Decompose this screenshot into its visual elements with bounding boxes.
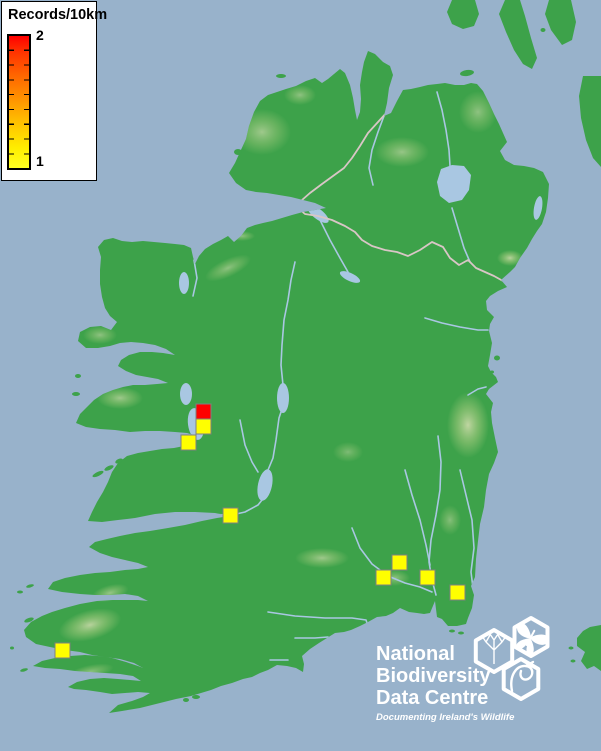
record-square[interactable] [449, 584, 466, 601]
logo-tagline: Documenting Ireland's Wildlife [376, 712, 515, 723]
record-square[interactable] [391, 554, 408, 571]
nbdc-logo: National Biodiversity Data Centre Docume… [376, 643, 514, 723]
ni-border-line [297, 109, 504, 282]
record-square[interactable] [180, 434, 197, 451]
record-square[interactable] [222, 507, 239, 524]
legend: Records/10km 2 1 [1, 1, 107, 181]
legend-title: Records/10km [8, 7, 108, 23]
logo-line-2: Biodiversity [376, 665, 491, 687]
offshore-islands [10, 69, 500, 702]
lough-neagh [437, 165, 471, 203]
legend-ticks-left [9, 36, 14, 168]
record-square[interactable] [195, 418, 212, 435]
logo-line-3: Data Centre [376, 687, 489, 709]
legend-ticks-right [24, 36, 29, 168]
record-square[interactable] [419, 569, 436, 586]
legend-gradient-bar [7, 34, 31, 170]
terrain-shading [58, 85, 523, 681]
record-square[interactable] [375, 569, 392, 586]
legend-min-label: 1 [36, 153, 44, 169]
wales-coast [568, 625, 601, 671]
record-square[interactable] [195, 403, 212, 420]
legend-max-label: 2 [36, 27, 44, 43]
record-square[interactable] [54, 642, 71, 659]
logo-line-1: National [376, 643, 455, 665]
record-squares [54, 403, 466, 659]
scotland-islands [447, 0, 601, 167]
